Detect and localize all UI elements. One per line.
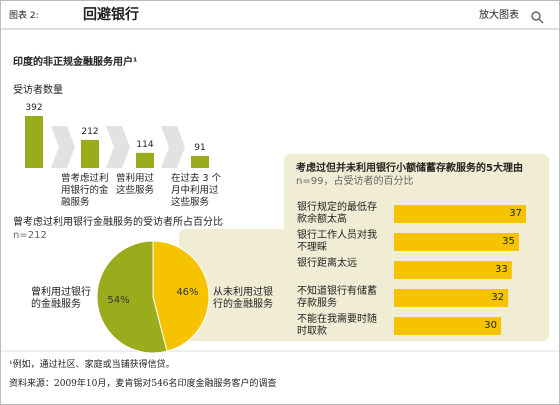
- value-label: 212: [81, 126, 99, 137]
- category-label: 银行距离太远: [297, 258, 357, 269]
- value-label: 32: [491, 292, 505, 303]
- pie-slice: [96, 240, 168, 354]
- category-label: 曾利用过这些服务: [116, 173, 155, 196]
- chart-subtitle: n=212: [13, 230, 47, 241]
- slice-category: 曾利用过银行的金融服务: [31, 287, 91, 310]
- bar: [394, 289, 509, 307]
- bar: [394, 261, 512, 279]
- pie-slice: [152, 240, 210, 352]
- chart-title: 曾考虑过利用银行金融服务的受访者所占百分比: [13, 217, 223, 228]
- value-label: 37: [509, 208, 522, 219]
- header-title: 回避银行: [83, 7, 139, 23]
- section-title: 印度的非正规金融服务用户¹: [13, 57, 138, 68]
- category-label: 曾考虑过利用银行的金融服务: [61, 173, 109, 208]
- chart-title: 考虑过但并未利用银行小额储蓄存款服务的5大理由: [296, 163, 523, 174]
- slice-label: 46%: [176, 286, 199, 298]
- bar: [394, 205, 526, 223]
- value-label: 35: [502, 236, 515, 247]
- category-label: 在过去 3 个月中利用过这些服务: [171, 173, 222, 208]
- zoom-icon[interactable]: [531, 11, 541, 21]
- bar: [394, 233, 519, 251]
- bar: [81, 139, 99, 168]
- arrow: [51, 126, 75, 168]
- footnote: ¹例如，通过社区、家庭或当铺获得信贷。: [9, 360, 175, 370]
- bar: [136, 152, 154, 168]
- slice-label: 54%: [107, 295, 130, 307]
- value-label: 33: [494, 264, 508, 275]
- slice-category: 从未利用过银行的金融服务: [213, 287, 273, 310]
- value-label: 30: [484, 320, 498, 331]
- chart-title: 受访者数量: [13, 85, 63, 96]
- category-label: 不知道银行有储蓄存款服务: [297, 286, 377, 309]
- zoom-icon-handle: [538, 18, 544, 24]
- category-label: 银行规定的最低存款余额太高: [297, 202, 377, 225]
- zoom-button[interactable]: 放大图表: [479, 10, 519, 21]
- bar: [191, 155, 209, 168]
- category-label: 不能在我需要时随时取款: [297, 314, 377, 337]
- bar: [25, 116, 43, 168]
- header-label: 图表 2:: [9, 11, 39, 21]
- category-label: 银行工作人员对我不理睬: [297, 230, 377, 253]
- arrow: [106, 126, 130, 168]
- value-label: 91: [194, 142, 206, 153]
- value-label: 114: [136, 139, 154, 150]
- value-label: 392: [25, 103, 43, 113]
- chart-subtitle: n=99，占受访者的百分比: [296, 176, 414, 187]
- arrow: [161, 126, 185, 168]
- bar: [394, 317, 502, 335]
- source: 资料来源：2009年10月，麦肯锡对546名印度金融服务客户的调查: [9, 379, 277, 389]
